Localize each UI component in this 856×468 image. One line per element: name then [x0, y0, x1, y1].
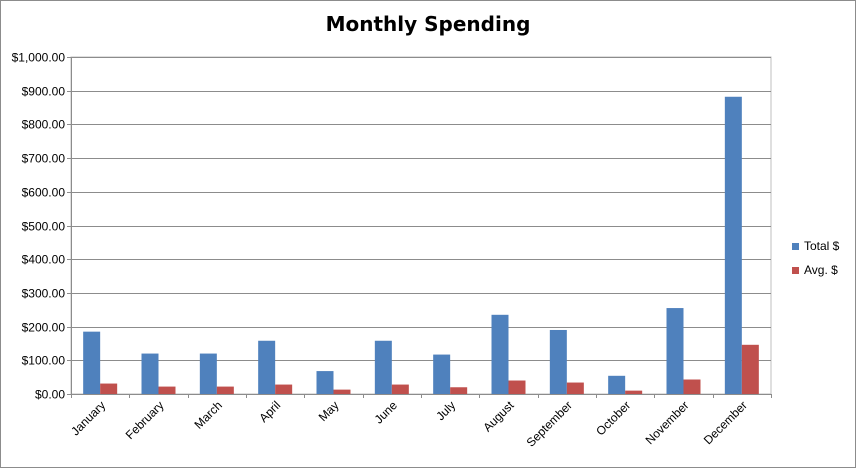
x-tick-label: November	[643, 398, 692, 447]
x-tick-label: February	[123, 398, 167, 442]
y-tick-label: $400.00	[22, 253, 66, 267]
bar-total-september	[549, 329, 567, 394]
y-tick-label: $500.00	[22, 220, 66, 234]
bar-avg-june	[391, 384, 409, 394]
x-tick-label: October	[593, 398, 633, 438]
bar-avg-august	[508, 380, 526, 394]
bar-avg-february	[158, 386, 176, 394]
legend-swatch-total	[792, 242, 799, 250]
y-tick-label: $300.00	[22, 287, 66, 301]
chart-title: Monthly Spending	[325, 12, 531, 36]
x-tick-label: December	[701, 398, 750, 447]
legend-item-avg: Avg. $	[792, 258, 839, 282]
bar-avg-september	[566, 382, 584, 394]
bar-avg-november	[683, 379, 701, 394]
bar-total-february	[141, 353, 159, 394]
bar-avg-october	[625, 390, 643, 394]
x-tick-label: January	[68, 398, 108, 438]
x-tick-label: August	[480, 398, 517, 435]
bar-avg-january	[100, 383, 118, 394]
bar-total-march	[199, 353, 217, 394]
bar-total-may	[316, 371, 334, 394]
y-tick-label: $100.00	[22, 354, 66, 368]
y-tick-label: $1,000.00	[12, 51, 66, 65]
bar-total-august	[491, 314, 509, 394]
bar-avg-december	[741, 344, 759, 394]
y-tick-label: $900.00	[22, 85, 66, 99]
bar-avg-may	[333, 389, 351, 394]
plot-area	[70, 56, 772, 395]
bar-avg-april	[275, 384, 293, 394]
y-tick-label: $700.00	[22, 152, 66, 166]
bar-total-october	[608, 375, 626, 394]
x-tick-label: May	[316, 398, 342, 424]
y-tick-label: $200.00	[22, 321, 66, 335]
bar-total-december	[724, 96, 742, 395]
bar-total-july	[433, 354, 451, 394]
bar-total-june	[374, 340, 392, 394]
bar-total-november	[666, 308, 684, 394]
bar-total-april	[258, 340, 276, 394]
x-tick-label: July	[433, 398, 458, 423]
y-tick-label: $800.00	[22, 118, 66, 132]
bar-avg-march	[216, 386, 234, 394]
legend-item-total: Total $	[792, 234, 839, 258]
legend-swatch-avg	[792, 266, 799, 274]
x-tick-label: June	[372, 398, 401, 427]
legend-label-total: Total $	[804, 239, 840, 253]
legend: Total $ Avg. $	[792, 234, 839, 282]
x-tick-label: September	[524, 398, 575, 449]
y-tick-label: $0.00	[35, 388, 65, 402]
legend-label-avg: Avg. $	[804, 263, 838, 277]
x-tick-label: March	[191, 398, 224, 431]
y-tick-label: $600.00	[22, 186, 66, 200]
x-tick-label: April	[256, 398, 283, 425]
bar-avg-july	[450, 387, 468, 394]
bar-total-january	[83, 331, 101, 394]
